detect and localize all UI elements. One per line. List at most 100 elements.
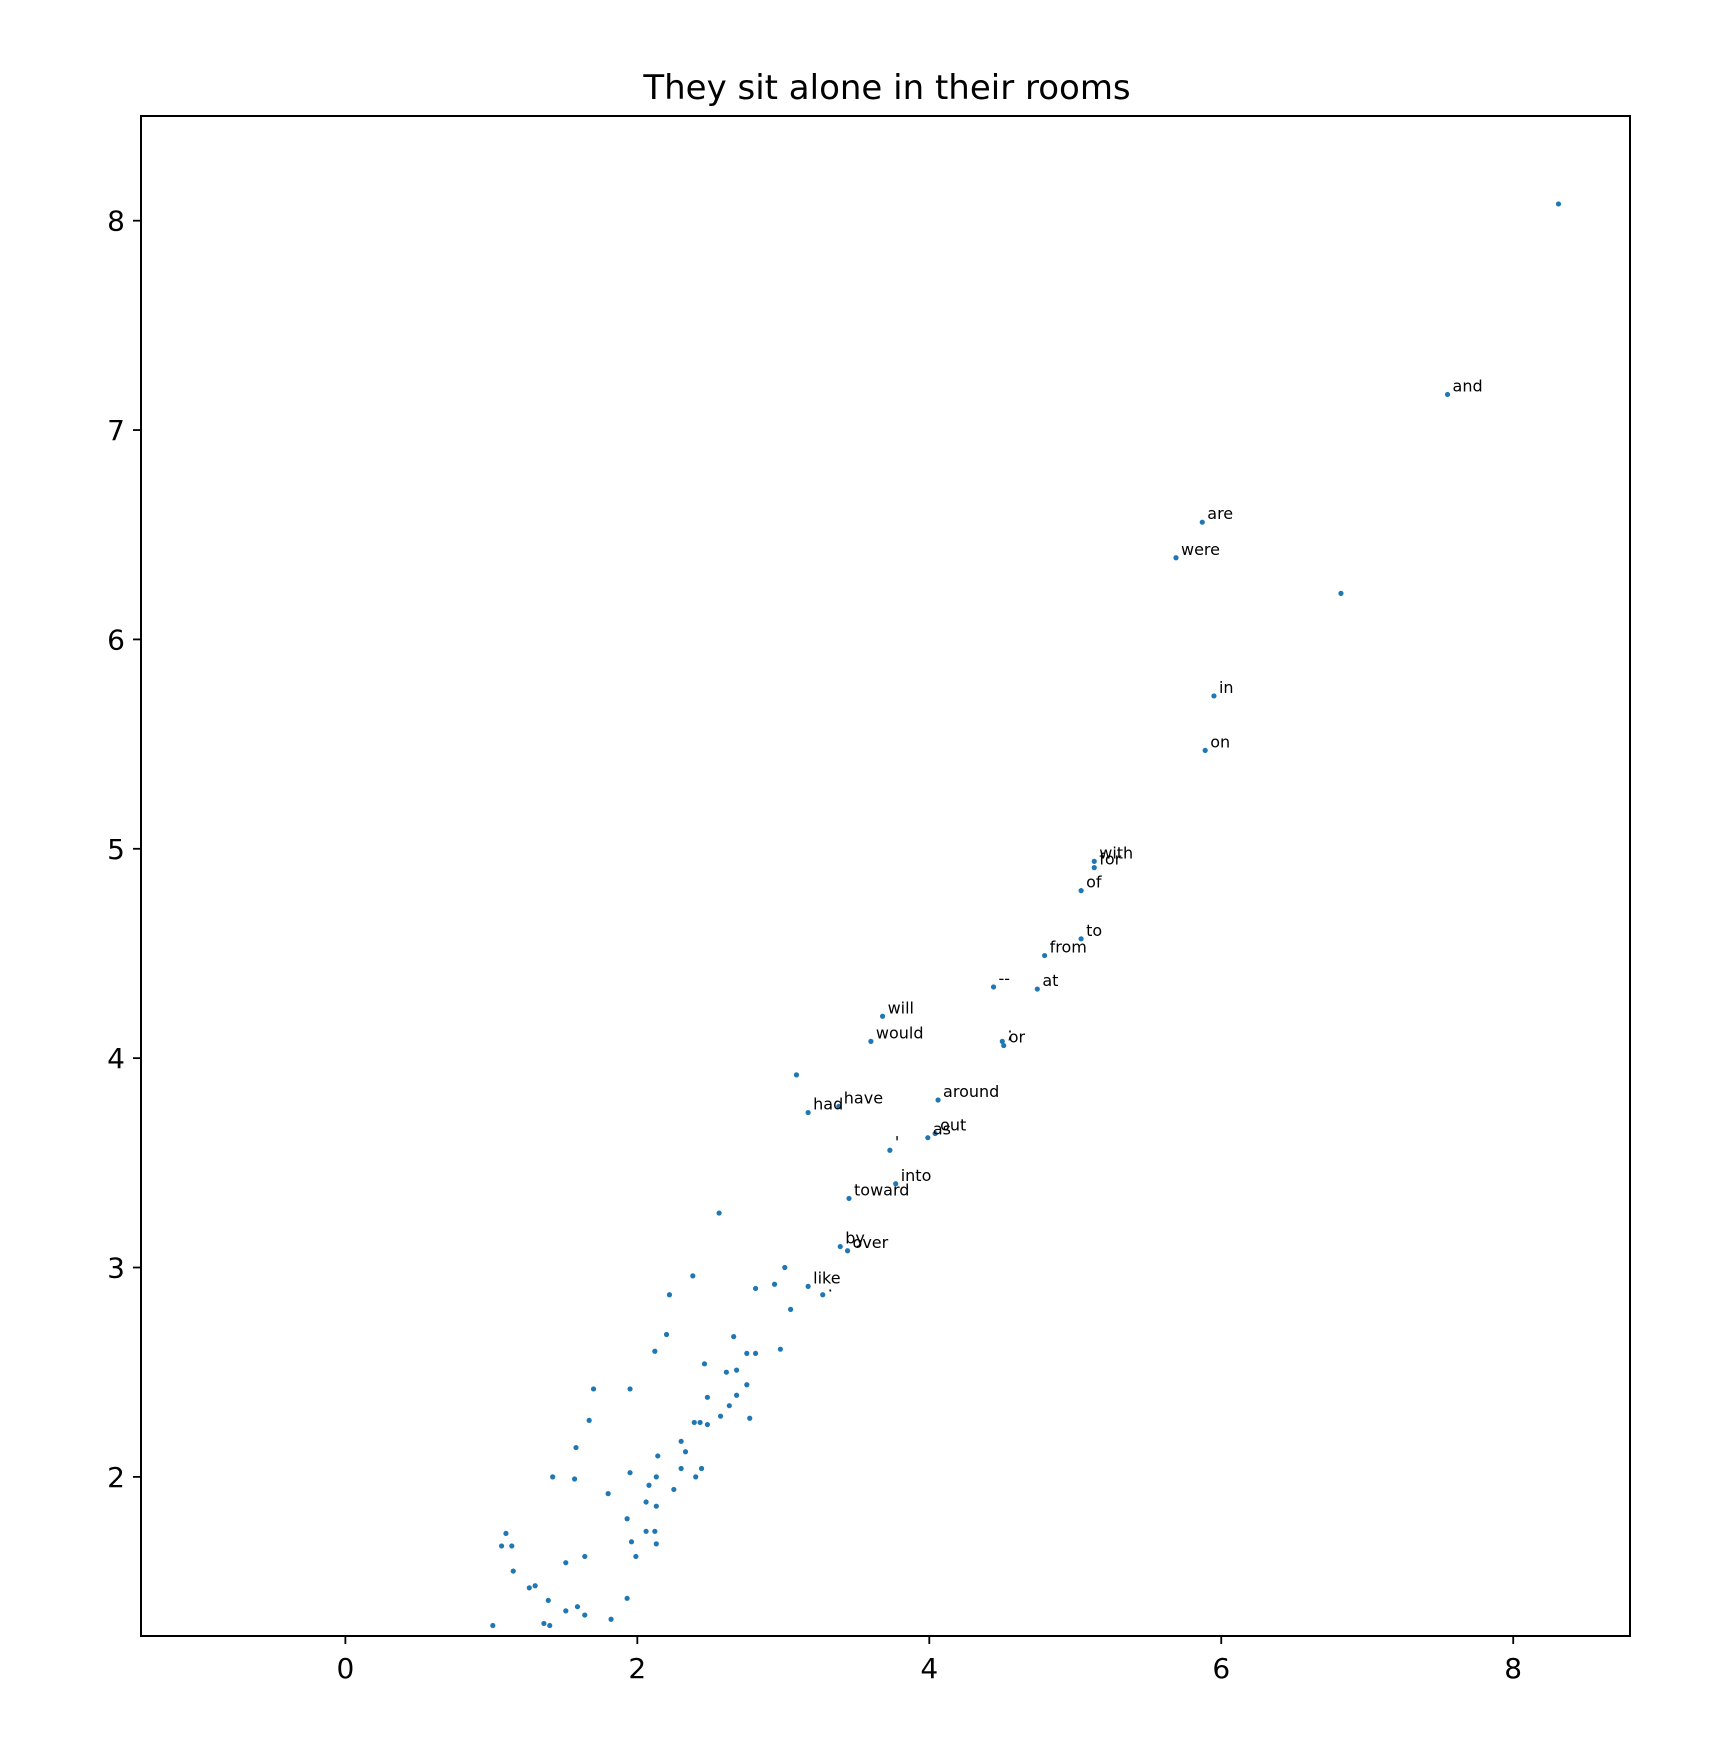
point-label: with	[1099, 843, 1133, 862]
y-tick-label: 3	[107, 1252, 125, 1285]
point-label: at	[1042, 971, 1058, 990]
point-label: or	[1009, 1028, 1026, 1047]
y-tick-label: 6	[107, 623, 125, 656]
data-point	[678, 1438, 684, 1444]
data-point	[547, 1622, 553, 1629]
data-point	[652, 1348, 658, 1354]
point-label: and	[1453, 376, 1483, 395]
data-point	[704, 1394, 711, 1400]
plot-frame	[140, 115, 1631, 1637]
data-point	[697, 1419, 703, 1426]
data-point	[999, 1038, 1005, 1044]
point-label: for	[1099, 850, 1121, 869]
data-point	[734, 1392, 740, 1398]
data-point	[726, 1403, 732, 1409]
data-point	[777, 1346, 783, 1352]
data-point	[545, 1597, 551, 1604]
data-point	[846, 1195, 852, 1202]
data-point	[734, 1367, 740, 1373]
data-point	[693, 1474, 699, 1480]
data-point	[716, 1210, 722, 1216]
data-point	[678, 1465, 684, 1472]
point-label: like	[813, 1268, 840, 1287]
data-point	[628, 1539, 635, 1545]
data-point	[844, 1248, 851, 1254]
data-point	[820, 1292, 826, 1298]
data-point	[1211, 693, 1217, 699]
point-label: by	[845, 1229, 865, 1248]
point-label: in	[1219, 678, 1234, 697]
data-point	[698, 1465, 705, 1472]
data-point	[563, 1560, 569, 1566]
data-point	[532, 1583, 538, 1589]
chart-title: They sit alone in their rooms	[642, 68, 1130, 108]
data-point	[627, 1386, 633, 1392]
data-point	[1199, 519, 1205, 525]
data-point	[666, 1292, 673, 1298]
x-tick-label: 0	[336, 1652, 354, 1685]
y-tick-label: 8	[107, 205, 125, 238]
data-point	[788, 1306, 794, 1312]
data-point	[771, 1281, 778, 1287]
data-point	[1555, 201, 1562, 207]
data-point	[526, 1585, 532, 1591]
data-point	[541, 1620, 547, 1627]
data-point	[1042, 952, 1048, 959]
data-point	[563, 1608, 569, 1614]
data-point	[573, 1444, 579, 1451]
data-point	[752, 1350, 759, 1356]
point-label: to	[1086, 921, 1102, 940]
point-label: will	[888, 998, 914, 1017]
y-tick-label: 2	[107, 1461, 125, 1494]
data-point	[782, 1264, 788, 1271]
point-label: '	[895, 1132, 899, 1151]
data-point	[627, 1470, 633, 1476]
point-label: are	[1207, 504, 1233, 523]
point-label: .	[828, 1277, 833, 1296]
data-point	[836, 1103, 842, 1109]
data-point	[893, 1181, 899, 1187]
data-point	[643, 1528, 649, 1534]
data-point	[990, 984, 997, 990]
data-point	[723, 1369, 729, 1375]
data-point	[624, 1595, 630, 1601]
data-point	[655, 1453, 661, 1459]
data-point	[932, 1130, 938, 1137]
point-label: into	[901, 1166, 932, 1185]
data-point	[747, 1415, 753, 1421]
point-label: around	[943, 1082, 999, 1101]
data-point	[731, 1334, 737, 1340]
data-point	[1173, 555, 1179, 561]
data-point	[1091, 858, 1097, 864]
data-point	[701, 1361, 708, 1367]
point-label: over	[853, 1233, 889, 1252]
point-label: out	[940, 1116, 966, 1135]
y-tick-label: 4	[107, 1042, 125, 1075]
point-label: had	[813, 1095, 843, 1114]
data-point	[586, 1417, 592, 1423]
data-point	[646, 1482, 652, 1488]
y-tick-label: 5	[107, 833, 125, 866]
data-point	[671, 1486, 677, 1493]
x-tick-label: 2	[628, 1652, 646, 1685]
data-point	[1034, 986, 1040, 992]
data-point	[1078, 888, 1084, 894]
data-point	[608, 1616, 614, 1622]
data-point	[490, 1622, 496, 1629]
data-point	[879, 1013, 886, 1019]
data-point	[1091, 865, 1097, 871]
data-point	[571, 1476, 578, 1482]
data-point	[582, 1553, 588, 1560]
point-label: of	[1086, 873, 1102, 892]
data-point	[663, 1331, 670, 1338]
data-point	[887, 1147, 893, 1153]
data-point	[1338, 590, 1344, 596]
data-point	[1202, 747, 1208, 753]
data-point	[653, 1474, 659, 1480]
data-point	[624, 1516, 630, 1522]
axes-layer: 0 2 4 6 8 2 3 4 5 6 7 8	[107, 205, 1522, 1685]
point-label: toward	[854, 1180, 909, 1199]
